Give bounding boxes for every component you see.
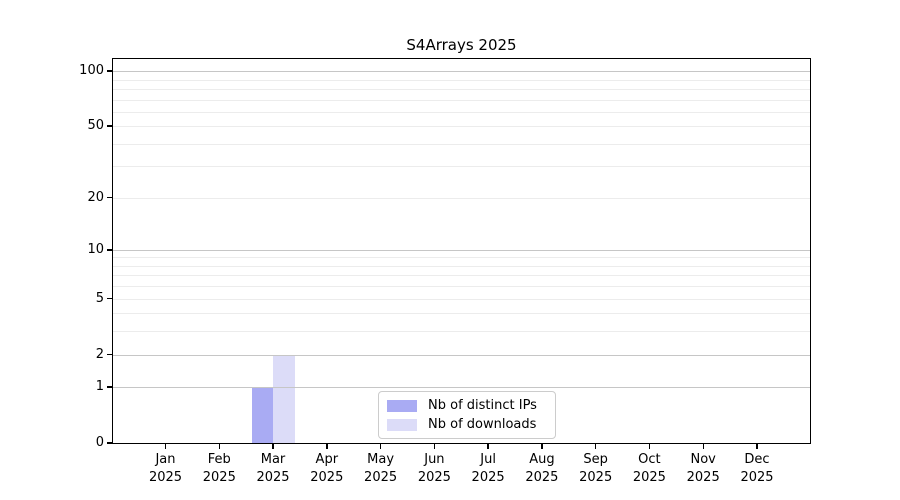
x-tick-label: Jul 2025	[448, 451, 528, 487]
x-tick	[164, 443, 167, 449]
x-tick-label: Aug 2025	[502, 451, 582, 487]
x-tick	[594, 443, 597, 449]
grid-layer	[113, 59, 810, 443]
x-tick-month: Apr	[315, 452, 339, 467]
x-tick	[756, 443, 758, 449]
legend-label: Nb of distinct IPs	[428, 398, 537, 413]
x-tick	[272, 443, 274, 449]
gridline-minor	[113, 275, 810, 277]
x-tick-year: 2025	[148, 470, 183, 485]
x-tick-label: May 2025	[341, 451, 421, 487]
gridline-minor	[113, 126, 810, 128]
x-tick-month: Jul	[480, 452, 496, 467]
gridline-minor	[113, 197, 810, 199]
x-tick-label: Feb 2025	[179, 451, 259, 487]
y-tick-label: 0	[95, 435, 104, 450]
x-tick-label: Sep 2025	[556, 451, 636, 487]
legend-entry: Nb of downloads	[387, 417, 547, 432]
x-tick-label: Jun 2025	[394, 451, 474, 487]
x-tick-month: Oct	[638, 452, 661, 467]
legend: Nb of distinct IPs Nb of downloads	[378, 391, 556, 439]
gridline-minor	[113, 99, 810, 101]
x-tick-month: Sep	[583, 452, 608, 467]
x-tick-year: 2025	[740, 470, 774, 485]
bar-nb-of-downloads	[273, 354, 295, 443]
gridline-minor	[113, 265, 810, 267]
x-tick-year: 2025	[632, 470, 666, 485]
x-tick	[218, 443, 220, 449]
gridline-minor	[113, 166, 810, 168]
x-tick	[326, 443, 328, 449]
gridline-minor	[113, 257, 810, 259]
x-tick-year: 2025	[686, 470, 720, 485]
x-tick-year: 2025	[471, 470, 505, 485]
y-tick-label: 100	[79, 63, 104, 79]
x-tick	[433, 443, 436, 449]
legend-swatch	[387, 399, 417, 412]
bar-layer	[113, 59, 810, 443]
gridline-minor	[113, 111, 810, 113]
x-tick-label: Mar 2025	[233, 451, 313, 487]
gridline-minor	[113, 143, 810, 145]
gridline-major	[113, 71, 810, 73]
gridline-minor	[113, 79, 810, 81]
x-tick-year: 2025	[202, 470, 236, 485]
gridline-major	[113, 354, 810, 356]
gridline-minor	[113, 331, 810, 333]
gridline-minor	[113, 286, 810, 288]
x-tick-month: Jan	[155, 452, 176, 467]
y-tick-label: 1	[95, 379, 104, 395]
gridline-minor	[113, 313, 810, 315]
x-tick	[487, 443, 489, 449]
x-tick-month: May	[367, 452, 395, 467]
gridline-minor	[113, 298, 810, 300]
x-tick-label: Oct 2025	[609, 451, 689, 487]
y-tick-label: 50	[87, 118, 104, 134]
legend-swatch	[387, 418, 417, 431]
y-tick-label: 2	[95, 346, 104, 362]
y-tick-label: 20	[87, 189, 104, 205]
y-tick-label: 5	[95, 290, 104, 306]
legend-label: Nb of downloads	[428, 417, 537, 432]
legend-entry: Nb of distinct IPs	[387, 398, 547, 413]
chart-title: S4Arrays 2025	[406, 36, 517, 54]
x-tick-label: Dec 2025	[717, 451, 797, 487]
x-tick-label: Jan 2025	[126, 451, 206, 487]
x-tick-year: 2025	[256, 470, 290, 485]
gridline-major	[113, 387, 810, 389]
x-tick-year: 2025	[579, 470, 613, 485]
x-tick-month: Nov	[690, 452, 716, 467]
x-tick-year: 2025	[364, 470, 398, 485]
x-tick-label: Apr 2025	[287, 451, 367, 487]
x-tick	[648, 443, 651, 449]
y-tick-label: 10	[87, 241, 104, 257]
x-tick-year: 2025	[525, 470, 559, 485]
gridline-major	[113, 249, 810, 251]
x-tick-label: Nov 2025	[663, 451, 743, 487]
plot-area: Nb of distinct IPs Nb of downloads	[112, 58, 811, 444]
x-tick-month: Aug	[529, 452, 555, 467]
x-tick	[541, 443, 543, 449]
x-tick	[702, 443, 704, 449]
x-tick-month: Jun	[424, 452, 445, 467]
x-tick-year: 2025	[417, 470, 451, 485]
x-tick	[379, 443, 382, 449]
x-tick-month: Mar	[260, 452, 286, 467]
x-tick-year: 2025	[310, 470, 344, 485]
x-tick-month: Feb	[207, 452, 231, 467]
bar-nb-of-distinct-ips	[251, 387, 273, 443]
x-tick-month: Dec	[744, 452, 770, 467]
gridline-minor	[113, 88, 810, 90]
